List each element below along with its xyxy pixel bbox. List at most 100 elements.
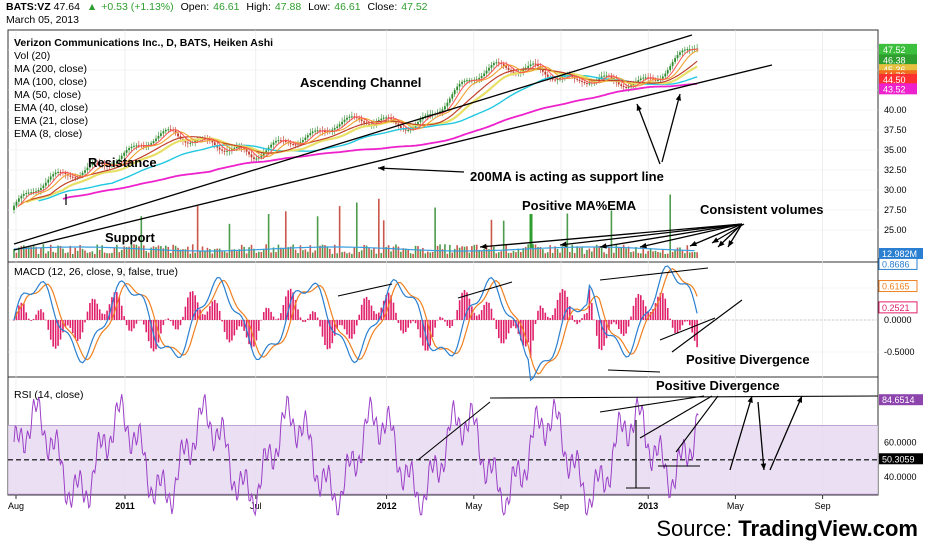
volume-bar	[446, 253, 449, 258]
macd-hist-bar	[693, 320, 696, 341]
volume-bar	[375, 253, 378, 258]
macd-hist-bar	[167, 318, 170, 320]
volume-bar	[211, 253, 214, 258]
macd-hist-bar	[392, 302, 395, 320]
macd-hist-bar	[321, 320, 324, 337]
macd-hist-bar	[30, 320, 32, 321]
macd-hist-bar	[96, 303, 99, 320]
macd-hist-bar	[539, 305, 542, 320]
volume-bar	[402, 248, 405, 258]
volume-bar	[688, 252, 691, 258]
price-value-label: 45.36	[883, 65, 906, 75]
volume-bar	[542, 249, 544, 258]
volume-bar	[86, 252, 89, 258]
high-value: 47.88	[274, 1, 302, 13]
volume-bar	[194, 252, 196, 258]
volume-bar	[453, 248, 456, 258]
macd-hist-bar	[27, 318, 30, 320]
volume-bar	[133, 244, 135, 258]
candle-body	[622, 85, 625, 88]
volume-bar	[152, 246, 155, 258]
volume-bar	[74, 247, 77, 258]
macd-hist-bar	[304, 320, 307, 322]
volume-bar	[284, 211, 287, 258]
volume-bar	[282, 247, 285, 258]
volume-bar	[549, 245, 552, 258]
volume-bar	[93, 253, 96, 258]
candle-body	[644, 77, 647, 79]
volume-bar	[248, 247, 250, 258]
source-credit[interactable]: Source: TradingView.com	[656, 516, 918, 542]
volume-bar	[556, 249, 559, 258]
volume-value-tag	[879, 248, 923, 259]
volume-bar	[617, 247, 620, 258]
volume-bar	[258, 251, 260, 258]
macd-hist-bar	[275, 319, 277, 320]
macd-hist-bar	[608, 320, 610, 331]
macd-hist-bar	[635, 297, 637, 320]
volume-bar	[40, 247, 42, 258]
macd-hist-bar	[583, 314, 586, 320]
volume-bar	[167, 246, 170, 258]
macd-hist-bar	[603, 320, 605, 346]
candle-body	[284, 140, 287, 142]
volume-bar	[49, 244, 52, 258]
volume-bar	[441, 249, 444, 258]
macd-hist-bar	[233, 320, 236, 336]
macd-hist-bar	[351, 320, 353, 339]
candle-body	[586, 83, 588, 85]
volume-bar	[458, 247, 461, 258]
arrow-consistent-volume-0	[479, 223, 743, 248]
volume-bar	[390, 251, 392, 258]
rsi-axis-label: 40.0000	[884, 472, 917, 482]
volume-bar	[485, 245, 488, 258]
candle-body	[128, 148, 130, 151]
volume-bar	[189, 253, 192, 258]
macd-hist-bar	[40, 309, 42, 320]
macd-hist-bar	[378, 312, 380, 320]
macd-value-label: 0.6165	[882, 282, 910, 292]
macd-hist-bar	[287, 290, 290, 320]
volume-bar	[637, 252, 640, 258]
volume-bar	[341, 252, 343, 258]
volume-bar	[524, 246, 527, 258]
macd-hist-bar	[62, 320, 64, 333]
volume-bar	[89, 252, 91, 258]
macd-hist-bar	[524, 320, 527, 347]
volume-bar	[165, 245, 167, 258]
candle-body	[497, 62, 500, 64]
candle-body	[262, 153, 265, 156]
candle-body	[265, 150, 268, 154]
volume-bar	[253, 248, 255, 258]
candle-body	[57, 171, 59, 173]
macd-hist-bar	[267, 308, 270, 320]
candle-body	[221, 149, 224, 151]
candle-body	[81, 172, 84, 176]
macd-trendline-4	[659, 317, 716, 341]
volume-bar	[15, 252, 18, 258]
macd-trendline-5	[671, 299, 743, 353]
macd-hist-bar	[534, 320, 537, 324]
volume-bar	[311, 252, 314, 258]
candle-body	[671, 61, 674, 67]
macd-hist-bar	[182, 316, 184, 320]
macd-hist-bar	[135, 320, 138, 324]
volume-bar	[627, 246, 630, 258]
ema21-line	[19, 49, 699, 206]
volume-bar	[488, 249, 490, 258]
candle-body	[125, 150, 128, 153]
annotation-ascending-channel: Ascending Channel	[300, 75, 421, 90]
volume-bar	[681, 250, 684, 258]
macd-hist-bar	[561, 289, 564, 320]
arrow-rsi-2	[757, 401, 765, 471]
macd-hist-bar	[309, 314, 312, 320]
macd-hist-bar	[532, 320, 534, 341]
macd-hist-bar	[397, 320, 400, 324]
candle-body	[541, 68, 544, 72]
volume-bar	[155, 247, 157, 258]
volume-bar	[216, 248, 219, 258]
macd-hist-bar	[326, 320, 329, 350]
macd-hist-bar	[625, 320, 627, 334]
volume-bar	[150, 247, 152, 258]
